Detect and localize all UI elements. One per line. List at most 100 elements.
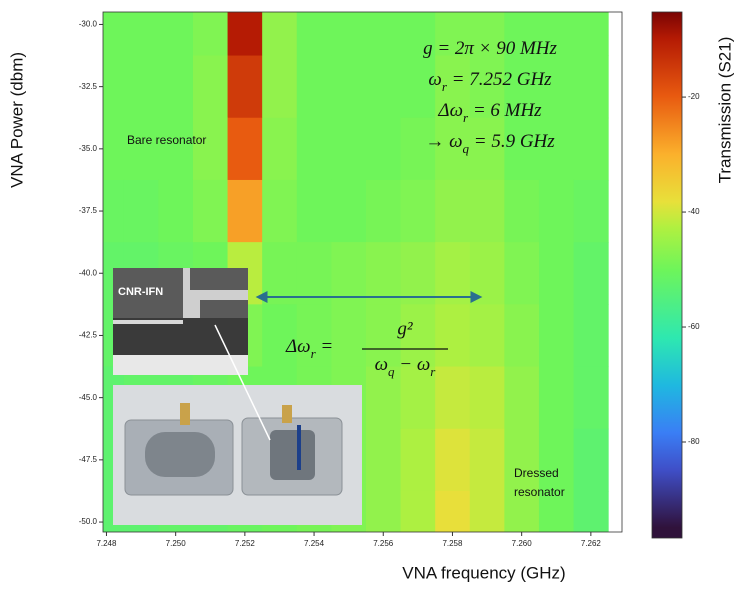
- x-tick-label: 7.256: [373, 539, 394, 548]
- heat-cell: [193, 118, 228, 181]
- heat-cell: [158, 180, 193, 243]
- y-tick-label: -32.5: [79, 82, 98, 91]
- colorbar: [652, 12, 682, 538]
- heat-cell: [331, 180, 366, 243]
- heat-cell: [539, 242, 574, 305]
- heat-cell: [262, 118, 297, 181]
- heat-cell: [366, 0, 401, 56]
- heat-cell: [297, 0, 332, 56]
- heat-cell: [435, 242, 470, 305]
- heat-cell: [228, 118, 263, 181]
- heat-cell: [435, 429, 470, 492]
- heat-cell: [331, 56, 366, 119]
- heat-cell: [401, 242, 436, 305]
- heat-cell: [228, 0, 263, 56]
- heat-cell: [124, 180, 159, 243]
- heat-cell: [366, 429, 401, 492]
- heat-cell: [504, 242, 539, 305]
- heat-cell: [435, 367, 470, 430]
- x-tick-label: 7.260: [512, 539, 533, 548]
- heat-cell: [366, 56, 401, 119]
- y-tick-label: -47.5: [79, 455, 98, 464]
- heat-cell: [297, 180, 332, 243]
- x-axis-label: VNA frequency (GHz): [402, 563, 565, 582]
- y-tick-label: -40.0: [79, 268, 98, 277]
- heat-cell: [539, 367, 574, 430]
- heat-cell: [262, 242, 297, 305]
- colorbar-tick-label: -40: [688, 207, 700, 216]
- annotation: Dressed: [514, 466, 559, 480]
- colorbar-tick-label: -80: [688, 437, 700, 446]
- equation: g = 2π × 90 MHz: [423, 38, 557, 59]
- heat-cell: [574, 118, 609, 181]
- x-tick-label: 7.258: [442, 539, 463, 548]
- heat-cell: [331, 0, 366, 56]
- heat-cell: [297, 56, 332, 119]
- heat-cell: [435, 180, 470, 243]
- heat-cell: [470, 304, 505, 367]
- annotation: Bare resonator: [127, 133, 206, 147]
- y-tick-label: -42.5: [79, 331, 98, 340]
- heat-cell: [262, 56, 297, 119]
- heat-cell: [124, 118, 159, 181]
- heat-cell: [228, 180, 263, 243]
- heat-cell: [193, 180, 228, 243]
- heat-cell: [158, 118, 193, 181]
- heat-cell: [574, 429, 609, 492]
- heat-cell: [297, 118, 332, 181]
- y-tick-label: -50.0: [79, 517, 98, 526]
- heat-cell: [366, 180, 401, 243]
- heat-cell: [504, 180, 539, 243]
- heat-cell: [262, 0, 297, 56]
- heat-cell: [124, 56, 159, 119]
- heat-cell: [574, 367, 609, 430]
- heat-cell: [574, 56, 609, 119]
- heat-cell: [574, 304, 609, 367]
- x-tick-label: 7.262: [581, 539, 602, 548]
- y-tick-label: -37.5: [79, 206, 98, 215]
- heat-cell: [539, 180, 574, 243]
- heat-cell: [331, 118, 366, 181]
- y-tick-label: -45.0: [79, 393, 98, 402]
- x-tick-label: 7.254: [304, 539, 325, 548]
- y-axis-label: VNA Power (dbm): [7, 52, 26, 188]
- inset-label: CNR-IFN: [118, 286, 163, 298]
- y-tick-label: -35.0: [79, 144, 98, 153]
- heat-cell: [228, 56, 263, 119]
- x-tick-label: 7.252: [235, 539, 256, 548]
- heat-cell: [262, 180, 297, 243]
- heat-cell: [574, 242, 609, 305]
- heat-cell: [539, 491, 574, 554]
- heat-cell: [574, 180, 609, 243]
- heat-cell: [504, 367, 539, 430]
- heat-cell: [401, 491, 436, 554]
- heat-cell: [504, 429, 539, 492]
- heat-cell: [366, 367, 401, 430]
- formula-numerator: g²: [397, 318, 413, 339]
- heat-cell: [435, 304, 470, 367]
- heat-cell: [574, 0, 609, 56]
- heat-cell: [158, 56, 193, 119]
- y-tick-label: -30.0: [79, 20, 98, 29]
- heat-cell: [366, 242, 401, 305]
- heat-cell: [470, 367, 505, 430]
- heat-cell: [539, 304, 574, 367]
- chart: 7.2487.2507.2527.2547.2567.2587.2607.262…: [0, 0, 737, 587]
- heat-cell: [470, 429, 505, 492]
- heat-cell: [297, 242, 332, 305]
- heat-cell: [504, 304, 539, 367]
- heat-cell: [470, 180, 505, 243]
- heat-cell: [401, 180, 436, 243]
- heat-cell: [193, 0, 228, 56]
- heat-cell: [539, 429, 574, 492]
- sem-inset: CNR-IFN: [113, 268, 248, 375]
- heat-cell: [158, 0, 193, 56]
- heat-cell: [193, 56, 228, 119]
- x-tick-label: 7.248: [96, 539, 117, 548]
- heat-cell: [124, 0, 159, 56]
- heat-cell: [331, 242, 366, 305]
- heat-cell: [401, 429, 436, 492]
- colorbar-tick-label: -60: [688, 322, 700, 331]
- colorbar-tick-label: -20: [688, 92, 700, 101]
- heat-cell: [366, 118, 401, 181]
